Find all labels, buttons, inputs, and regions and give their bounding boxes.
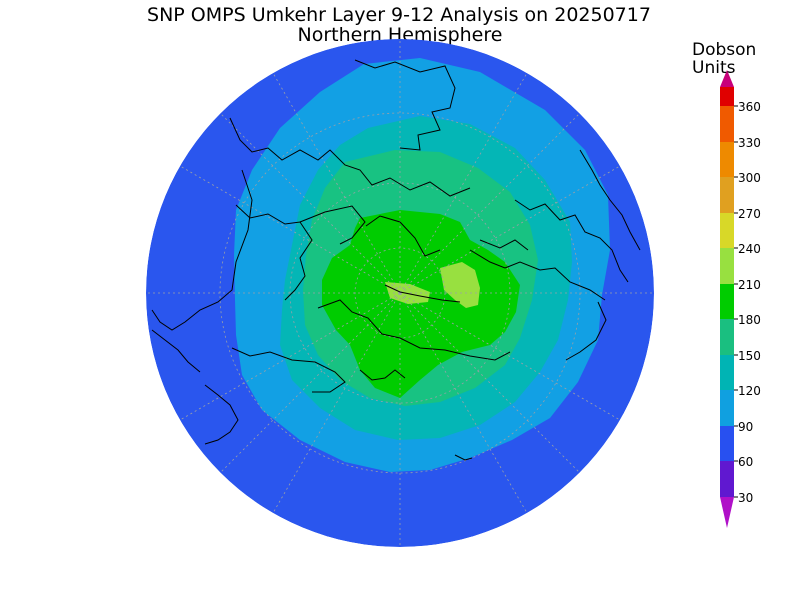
colorbar-label: 60 — [738, 455, 754, 469]
colorbar-label: 120 — [738, 384, 761, 398]
colorbar-label: 330 — [738, 136, 761, 150]
colorbar-label: 210 — [738, 278, 761, 292]
colorbar-underflow-arrow — [720, 497, 734, 528]
colorbar-label: 30 — [738, 491, 754, 505]
colorbar-segment-90 — [720, 390, 734, 426]
ozone-region-210-240 — [440, 262, 480, 308]
colorbar-title-line1: Dobson — [692, 40, 757, 60]
colorbar-label: 180 — [738, 313, 761, 327]
colorbar-label: 150 — [738, 349, 761, 363]
colorbar-segment-150 — [720, 319, 734, 355]
colorbar-segment-180 — [720, 284, 734, 319]
colorbar-segment-300 — [720, 142, 734, 177]
colorbar-label: 300 — [738, 171, 761, 185]
colorbar-label: 240 — [738, 242, 761, 256]
colorbar-label: 90 — [738, 420, 754, 434]
colorbar-segment-60 — [720, 426, 734, 461]
map-title: SNP OMPS Umkehr Layer 9-12 Analysis on 2… — [147, 4, 651, 26]
colorbar-title-line2: Units — [692, 58, 736, 78]
colorbar-label: 360 — [738, 100, 761, 114]
colorbar-segment-360 — [720, 87, 734, 106]
map-graticule — [146, 39, 654, 547]
colorbar-segment-30 — [720, 461, 734, 497]
colorbar-overflow-arrow — [720, 70, 734, 87]
colorbar-segment-210 — [720, 248, 734, 284]
colorbar-segment-120 — [720, 355, 734, 390]
map-subtitle: Northern Hemisphere — [297, 24, 503, 46]
ozone-region-180-210 — [322, 210, 520, 398]
colorbar-segment-270 — [720, 177, 734, 213]
colorbar-label: 270 — [738, 207, 761, 221]
colorbar-segment-240 — [720, 213, 734, 248]
colorbar-segment-330 — [720, 106, 734, 142]
coastlines — [151, 59, 641, 461]
